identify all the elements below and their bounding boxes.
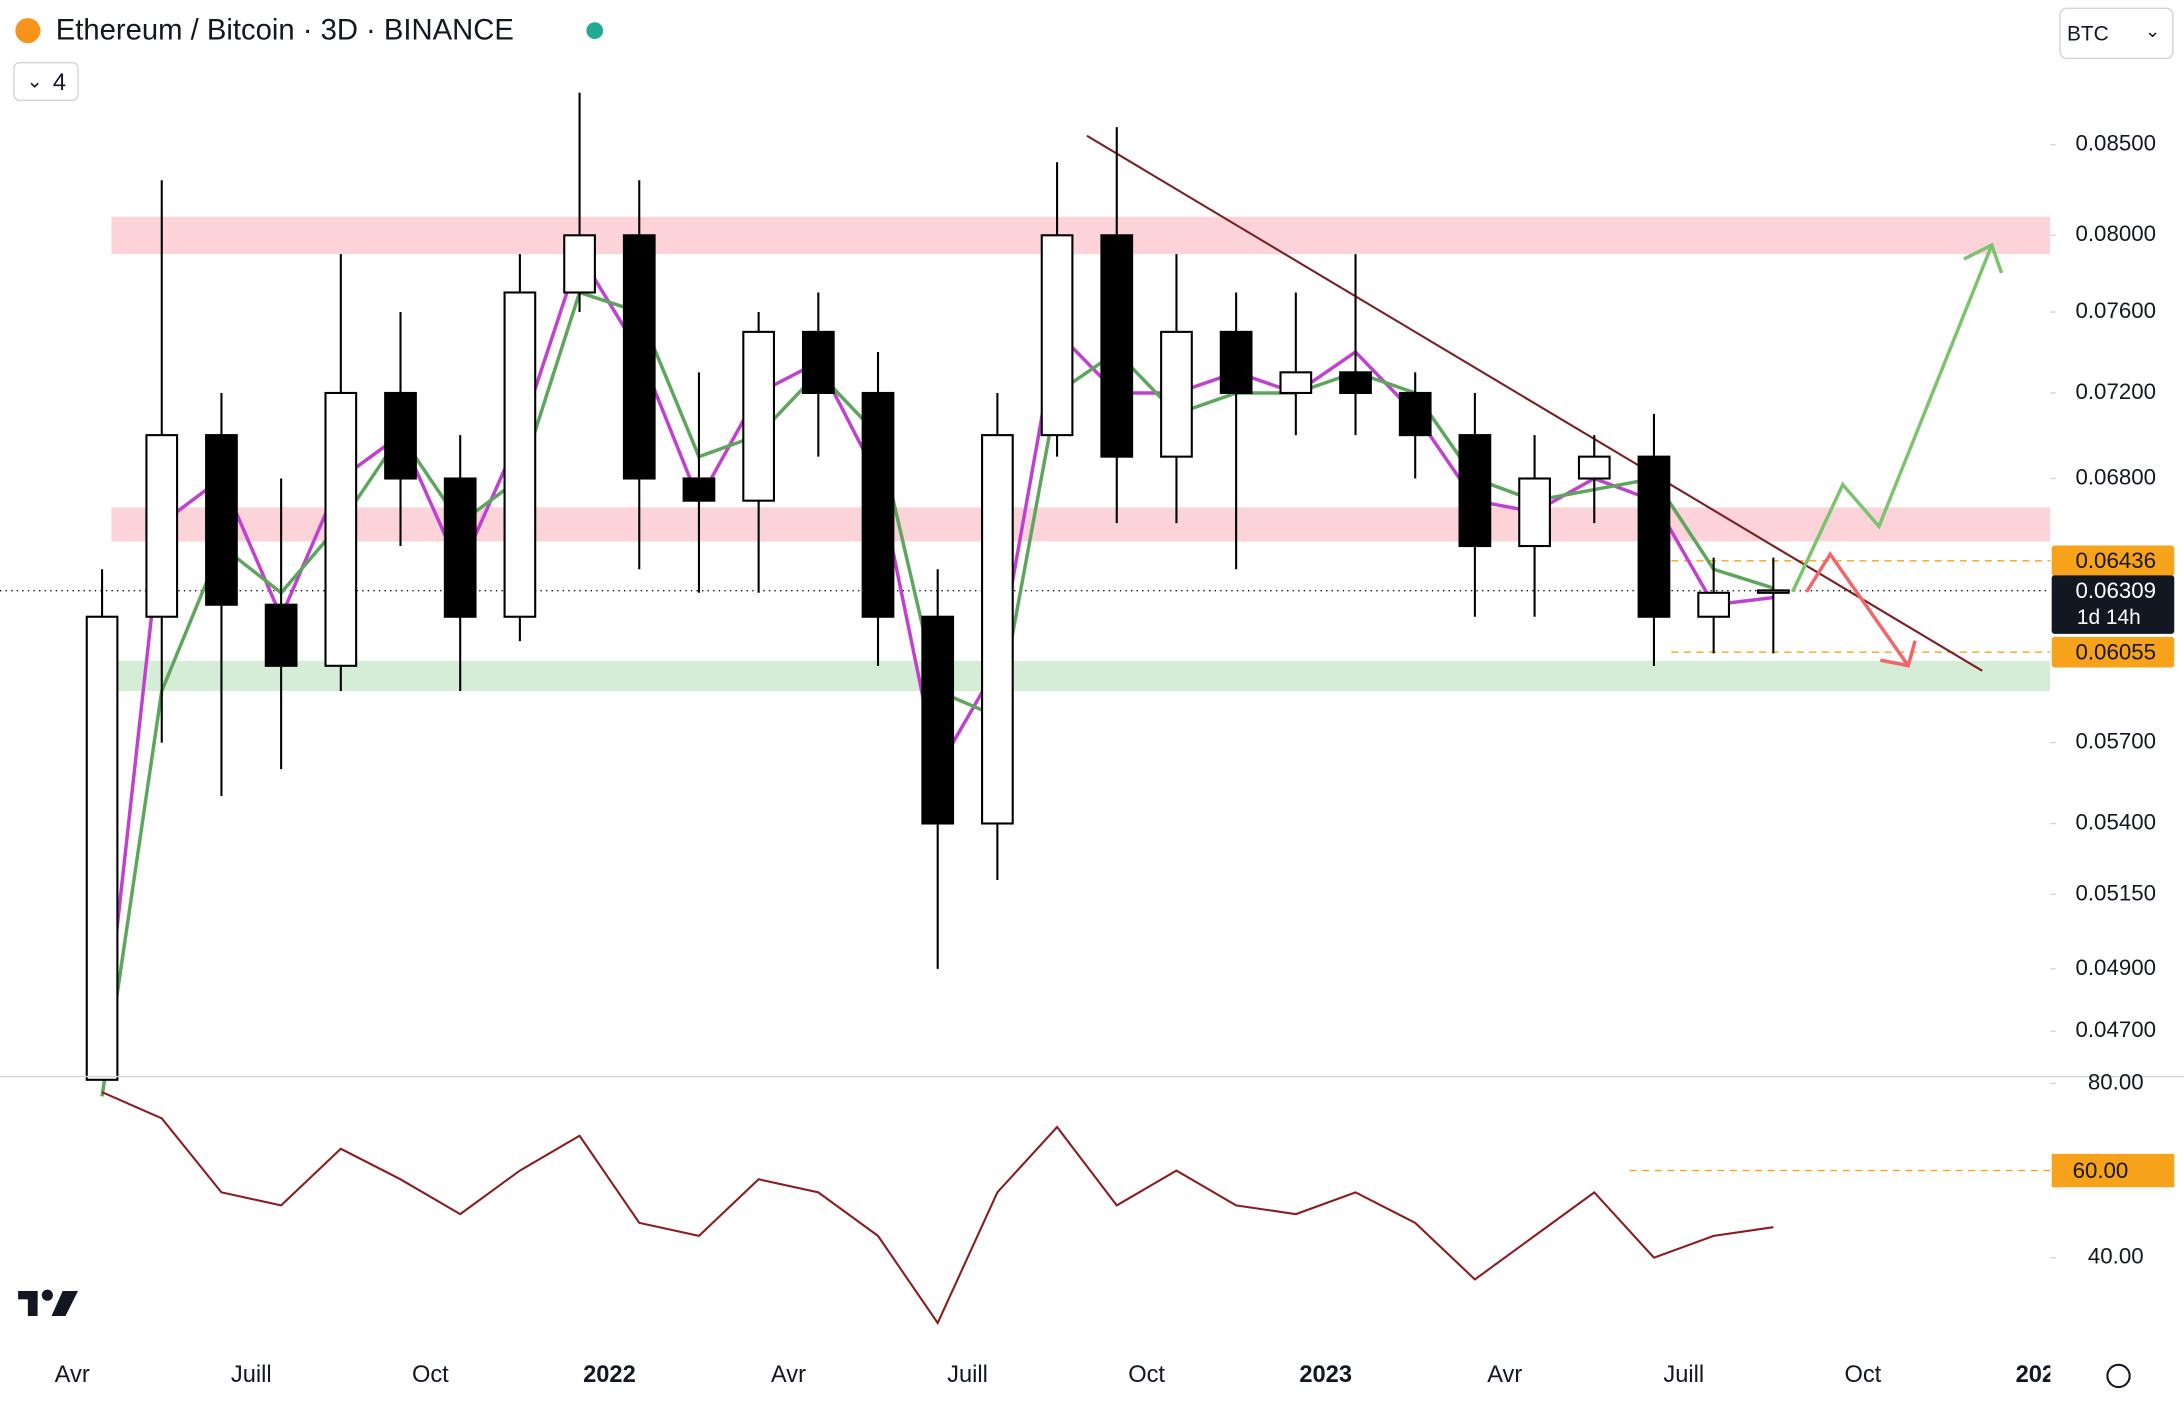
candle-body xyxy=(1756,589,1790,594)
x-tick-label: Juill xyxy=(947,1362,988,1388)
arrow-head xyxy=(1880,640,1917,668)
y-tick-label: 0.06800 xyxy=(2075,464,2156,489)
tradingview-logo xyxy=(18,1289,78,1317)
y-tick-label: 80.00 xyxy=(2088,1069,2144,1094)
x-tick-label: Avr xyxy=(1487,1362,1522,1388)
price-label: 0.06436 xyxy=(2075,548,2156,573)
chevron: ⌄ xyxy=(26,70,42,92)
x-tick-label: Juill xyxy=(231,1362,272,1388)
price-label: 0.06055 xyxy=(2075,639,2156,664)
zone xyxy=(111,216,2051,255)
symbol-icon xyxy=(15,18,41,44)
x-tick-label: Oct xyxy=(1128,1362,1165,1388)
candle-body xyxy=(921,615,955,825)
candle-body xyxy=(742,330,776,502)
logo-part xyxy=(27,1290,38,1317)
candle-body xyxy=(1279,371,1313,395)
x-tick-label: Avr xyxy=(771,1362,806,1388)
zone xyxy=(111,660,2051,691)
y-tick-label: 0.08500 xyxy=(2075,130,2156,155)
trendline xyxy=(1086,134,1983,672)
candle-body xyxy=(1160,330,1193,458)
candle-body xyxy=(861,391,895,618)
candle-body xyxy=(563,234,596,294)
chevron: ⌄ xyxy=(2145,21,2160,41)
candle-body xyxy=(1577,455,1611,480)
candle-body xyxy=(264,603,298,667)
axes: 0.08500 0.08000 0.07600 0.07200 0.06800 0.057… xyxy=(2050,130,2175,1269)
candle-body xyxy=(1697,591,1731,618)
y-tick-label: 0.04900 xyxy=(2075,955,2156,980)
candle-body xyxy=(1637,455,1671,618)
level-label-bg xyxy=(2051,1153,2175,1188)
price-label: 0.06309 xyxy=(2075,578,2156,603)
candle-body xyxy=(1100,234,1134,458)
candle-body xyxy=(503,291,537,618)
rsi-line xyxy=(101,1091,1774,1326)
candle-body xyxy=(1398,391,1432,437)
y-tick-label: 0.04700 xyxy=(2075,1017,2156,1042)
x-tick-label: Oct xyxy=(1844,1362,1881,1388)
candle-body xyxy=(205,434,238,606)
currency-select[interactable] xyxy=(2059,7,2174,60)
countdown: 1d 14h xyxy=(2077,606,2141,629)
settings-button[interactable] xyxy=(2106,1363,2131,1389)
x-tick-label: Juill xyxy=(1663,1362,1704,1388)
level-label: 60.00 xyxy=(2073,1158,2129,1183)
y-tick-label: 0.05400 xyxy=(2075,809,2156,834)
candle-body xyxy=(801,330,835,395)
currency: BTC xyxy=(2067,22,2109,45)
symbol-title: Ethereum / Bitcoin · 3D · BINANCE xyxy=(56,15,514,47)
candle-body xyxy=(324,391,358,667)
indicators-toggle[interactable] xyxy=(13,61,79,101)
x-tick-label: 2023 xyxy=(1299,1362,1352,1388)
logo-part xyxy=(41,1289,53,1301)
candle-body xyxy=(1518,477,1551,548)
y-tick-label: 40.00 xyxy=(2088,1244,2144,1269)
candle-body xyxy=(443,477,477,618)
price-label-bg xyxy=(2051,545,2175,577)
candle-body xyxy=(682,477,716,502)
price-label-bg xyxy=(2051,575,2175,634)
candle-body xyxy=(1458,434,1492,548)
y-tick-label: 0.07200 xyxy=(2075,379,2156,404)
candle-body xyxy=(622,234,656,480)
candle-body xyxy=(145,434,179,618)
candle-body xyxy=(85,615,119,1081)
x-tick-label: 2024 xyxy=(2016,1362,2069,1388)
status-dot[interactable] xyxy=(586,22,604,39)
y-tick-label: 0.05700 xyxy=(2075,728,2156,753)
logo-part xyxy=(51,1290,78,1317)
projection-up xyxy=(1791,244,1994,593)
y-tick-label: 0.07600 xyxy=(2075,298,2156,323)
arrow-head xyxy=(1963,242,2004,274)
zone xyxy=(111,507,2051,542)
y-tick-label: 0.08000 xyxy=(2075,221,2156,246)
candle-body xyxy=(981,434,1014,825)
plot-area: Avr Juill Oct 2022 Avr Juill Oct 2023 Avr Juill Oc… xyxy=(0,92,2069,1388)
projection-down xyxy=(1805,551,1910,667)
y-tick-label: 0.05150 xyxy=(2075,880,2156,905)
price-label-bg xyxy=(2051,636,2175,668)
candle-body xyxy=(1339,371,1372,395)
indicator-count: 4 xyxy=(53,70,66,96)
x-tick-label: 2022 xyxy=(583,1362,636,1388)
candle-body xyxy=(1219,330,1253,395)
candle-body xyxy=(384,391,417,480)
x-tick-label: Avr xyxy=(55,1362,90,1388)
x-tick-label: Oct xyxy=(412,1362,449,1388)
candle-body xyxy=(1040,234,1074,437)
